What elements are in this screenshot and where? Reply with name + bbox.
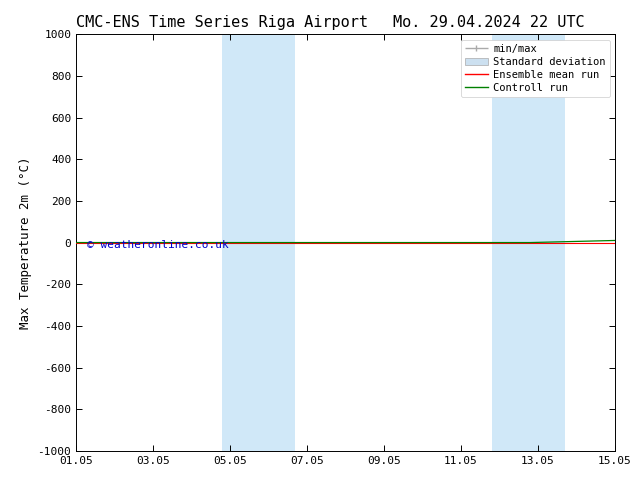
Text: Mo. 29.04.2024 22 UTC: Mo. 29.04.2024 22 UTC: [393, 15, 585, 29]
Text: CMC-ENS Time Series Riga Airport: CMC-ENS Time Series Riga Airport: [76, 15, 368, 29]
Text: © weatheronline.co.uk: © weatheronline.co.uk: [87, 240, 229, 249]
Legend: min/max, Standard deviation, Ensemble mean run, Controll run: min/max, Standard deviation, Ensemble me…: [461, 40, 610, 97]
Y-axis label: Max Temperature 2m (°C): Max Temperature 2m (°C): [19, 156, 32, 329]
Bar: [492, 34, 565, 451]
Bar: [223, 34, 295, 451]
